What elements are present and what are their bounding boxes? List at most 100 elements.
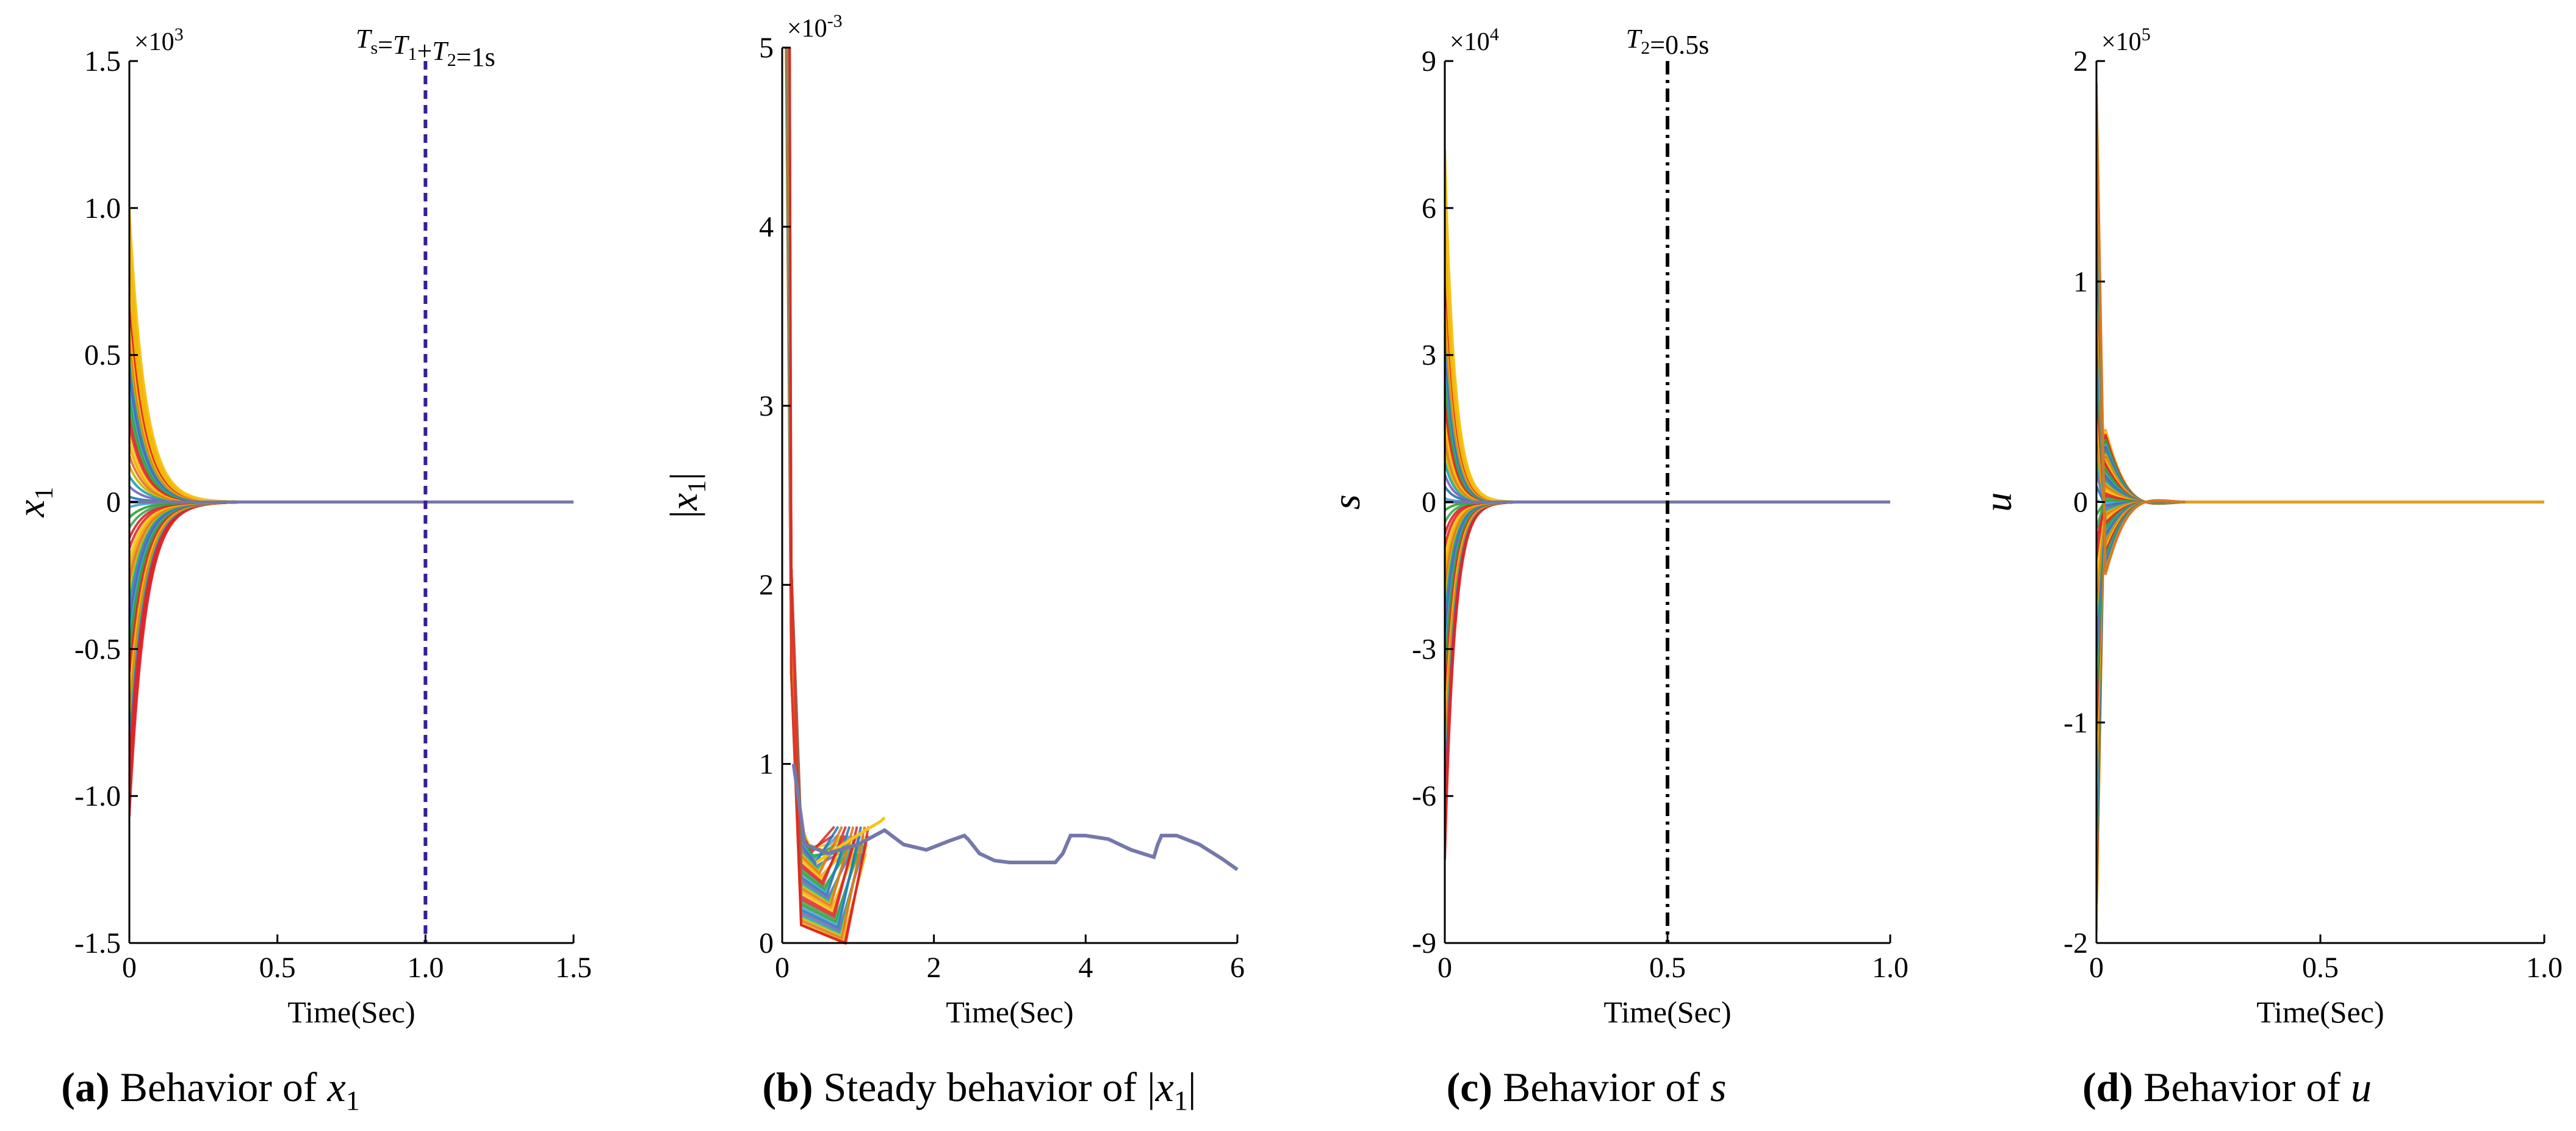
caption-a: (a) Behavior of x1 xyxy=(61,1063,359,1117)
caption-text: Behavior of xyxy=(1503,1064,1710,1110)
caption-var: x xyxy=(327,1064,346,1110)
x-tick-label: 1.0 xyxy=(407,952,444,984)
label-part: 1 xyxy=(408,44,417,64)
reference-line-label: T2=0.5s xyxy=(1626,24,1709,60)
label-part: 2 xyxy=(1641,38,1650,58)
series-group xyxy=(2096,83,2544,932)
y-axis-label: s xyxy=(1325,494,1368,510)
exp-base: ×10 xyxy=(2101,28,2142,56)
x-tick-label: 1.0 xyxy=(2526,952,2563,984)
y-tick-label: -1 xyxy=(2063,707,2088,739)
caption-var: u xyxy=(2351,1064,2372,1110)
exp-base: ×10 xyxy=(134,28,174,56)
y-tick-label: 9 xyxy=(1422,45,1436,78)
label-part: T xyxy=(356,24,373,54)
label-op: = xyxy=(1650,30,1665,60)
y-exponent-label: ×105 xyxy=(2101,24,2151,56)
series-group xyxy=(1445,149,1890,860)
y-tick-label: 0.5 xyxy=(84,339,121,372)
label-part: +T xyxy=(417,36,449,66)
exp-power: 5 xyxy=(2142,24,2151,45)
exp-base: ×10 xyxy=(1450,28,1490,56)
label-part: =T xyxy=(378,30,410,60)
exp-power: 3 xyxy=(174,24,184,45)
caption-text: Behavior of xyxy=(2143,1064,2351,1110)
exp-power: 4 xyxy=(1490,24,1499,45)
label-part: =0.5s xyxy=(1650,30,1709,60)
x-tick-label: 0.5 xyxy=(1649,952,1686,984)
x-tick-label: 0.5 xyxy=(259,952,296,984)
caption-var: s xyxy=(1710,1064,1727,1110)
reference-line-label: Ts=T1+T2=1s xyxy=(356,24,495,72)
x-axis-label: Time(Sec) xyxy=(287,995,415,1029)
label-op: = xyxy=(378,30,393,60)
y-tick-label: 2 xyxy=(2073,45,2088,78)
x-axis-label: Time(Sec) xyxy=(2256,995,2384,1029)
y-tick-label: 0 xyxy=(2073,486,2088,519)
series-group xyxy=(129,208,574,817)
label-op: + xyxy=(417,36,432,66)
caption-var: x xyxy=(1155,1064,1174,1110)
caption-d: (d) Behavior of u xyxy=(2082,1063,2372,1111)
x-tick-label: 6 xyxy=(1230,952,1245,984)
caption-letter: (b) xyxy=(762,1064,813,1110)
label-rest: 0.5s xyxy=(1665,30,1709,60)
exp-base: ×10 xyxy=(787,15,827,43)
x-tick-label: 2 xyxy=(927,952,941,984)
caption-text: Steady behavior of xyxy=(823,1064,1148,1110)
x-tick-label: 0.5 xyxy=(2302,952,2339,984)
caption-letter: (d) xyxy=(2082,1064,2134,1110)
y-tick-label: -6 xyxy=(1412,780,1436,812)
caption-sub: 1 xyxy=(1173,1085,1188,1116)
y-axis-label: |x1| xyxy=(662,472,711,518)
y-tick-label: 4 xyxy=(759,211,774,243)
caption-text: Behavior of xyxy=(120,1064,328,1110)
label-part: s xyxy=(370,38,378,58)
y-exponent-label: ×103 xyxy=(134,24,184,56)
label-rest: 1s xyxy=(472,42,495,72)
panel-d-behavior-of-u: -2 -1 0 1 2 0 0.5 1.0 ×105 Time(Sec) u xyxy=(1976,24,2563,1029)
abs-bar: | xyxy=(662,472,705,480)
y-exponent-label: ×104 xyxy=(1450,24,1499,56)
label-part: T xyxy=(1626,24,1643,54)
caption-c: (c) Behavior of s xyxy=(1447,1063,1727,1111)
y-tick-label: 0 xyxy=(759,927,774,959)
panel-a-behavior-of-x1: Ts=T1+T2=1s-1.5-1.0-0.500.51.01.50 0.5 1.0… xyxy=(9,24,592,1029)
x-tick-label: 0 xyxy=(775,952,790,984)
x-axis-label: Time(Sec) xyxy=(1603,995,1731,1029)
x-tick-label: 1.0 xyxy=(1872,952,1909,984)
caption-letter: (a) xyxy=(61,1064,110,1110)
y-tick-label: 0 xyxy=(1422,486,1436,519)
y-exponent-label: ×10-3 xyxy=(787,11,843,43)
y-tick-label: 3 xyxy=(759,390,774,422)
ylabel-var: s xyxy=(1325,494,1368,510)
y-tick-label: 2 xyxy=(759,569,774,601)
y-tick-label: -2 xyxy=(2063,927,2088,959)
y-tick-label: -0.5 xyxy=(74,633,121,665)
x-tick-label: 4 xyxy=(1078,952,1093,984)
y-tick-label: 3 xyxy=(1422,339,1436,372)
caption-b: (b) Steady behavior of |x1| xyxy=(762,1064,1196,1116)
y-tick-label: -1.5 xyxy=(74,927,121,959)
series-line xyxy=(2096,83,2186,576)
label-italic: T xyxy=(432,36,449,66)
abs-bar: | xyxy=(662,510,705,518)
x-tick-label: 0 xyxy=(122,952,137,984)
series-group xyxy=(785,47,1239,945)
y-tick-label: 1.5 xyxy=(84,45,121,78)
y-tick-label: 6 xyxy=(1422,192,1436,225)
y-tick-label: -9 xyxy=(1412,927,1436,959)
panel-c-behavior-of-s: T2=0.5s -9 -6 -3 0 3 6 9 0 0.5 1.0 ×104 Time(Sec) s xyxy=(1325,24,1909,1029)
series-line xyxy=(788,47,870,945)
steady-series-line xyxy=(791,764,1239,872)
label-part: 2 xyxy=(447,50,456,70)
y-tick-label: 1.0 xyxy=(84,192,121,225)
y-axis-label: u xyxy=(1976,493,2020,512)
ylabel-sub: 1 xyxy=(683,480,711,493)
y-tick-label: 0 xyxy=(106,486,121,519)
ylabel-var: u xyxy=(1976,493,2020,512)
y-tick-label: 1 xyxy=(759,748,774,781)
x-axis-label: Time(Sec) xyxy=(946,995,1073,1029)
